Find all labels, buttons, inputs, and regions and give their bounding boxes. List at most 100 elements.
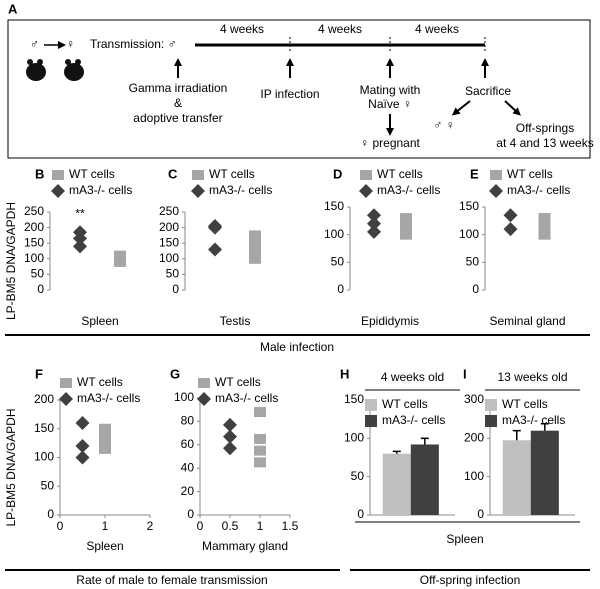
bar [530,430,559,515]
group-label: Off-spring infection [420,573,521,587]
legend-label: mA3-/- cells [77,391,140,405]
chart-title: 4 weeks old [381,370,444,384]
y-tick-label: 100 [159,251,179,265]
legend-swatch [359,184,373,198]
y-tick-label: 300 [464,392,484,406]
data-point [208,219,222,234]
legend-swatch [360,170,372,180]
arrow [504,100,521,116]
legend-swatch [51,184,65,198]
x-tick-label: 0 [57,519,64,533]
legend-swatch [52,170,64,180]
legend-label: WT cells [382,397,428,411]
group-label: Male infection [260,340,334,354]
data-point [99,438,111,449]
data-point [400,218,412,229]
panel-letter: A [8,1,18,16]
y-tick-label: 50 [351,469,365,483]
y-axis-label: LP-BM5 DNA/GAPDH [4,202,18,320]
x-axis-label: Mammary gland [202,539,288,553]
data-point [367,216,381,231]
legend-swatch [365,415,377,427]
y-tick-label: 0 [472,282,479,296]
period-label: 4 weeks [415,22,459,36]
x-axis-label: Seminal gland [489,314,565,328]
panel-letter: E [470,166,479,181]
legend-label: WT cells [215,375,261,389]
legend-swatch [490,170,502,180]
x-axis-label: Epididymis [361,314,419,328]
step-label: Naïve ♀ [368,97,412,111]
y-tick-label: 50 [31,267,45,281]
step-label: Mating with [360,83,421,97]
step-label: & [174,96,182,110]
data-point [503,208,518,223]
y-tick-label: 0 [47,507,54,521]
annotation: ** [75,206,85,220]
y-tick-label: 200 [464,431,484,445]
legend-label: mA3-/- cells [382,413,445,427]
data-point [254,433,266,444]
y-tick-label: 100 [34,450,54,464]
step-label: ♂ ♀ [433,118,454,132]
data-point [249,246,261,256]
data-point [223,417,237,432]
data-point [73,239,87,254]
y-axis-label: LP-BM5 DNA/GAPDH [4,408,18,526]
step-label: Gamma irradiation [129,81,228,95]
data-point [99,423,111,434]
legend-swatch [198,378,210,388]
legend-swatch [191,184,205,198]
legend-label: WT cells [377,167,423,181]
legend-swatch [197,392,211,406]
y-tick-label: 200 [24,220,44,234]
y-tick-label: 200 [34,392,54,406]
y-tick-label: 100 [24,251,44,265]
y-tick-label: 80 [181,414,195,428]
legend-label: WT cells [77,375,123,389]
y-tick-label: 100 [344,431,364,445]
legend-label: WT cells [507,167,553,181]
period-label: 4 weeks [220,22,264,36]
data-point [208,242,222,257]
step-label: adoptive transfer [133,111,222,125]
panel-letter: B [35,166,44,181]
y-tick-label: 100 [174,390,194,404]
arrow [451,100,471,116]
step-label: IP infection [260,87,319,101]
data-point [249,238,261,249]
step-label: at 4 and 13 weeks [496,136,593,150]
y-tick-label: 0 [337,282,344,296]
y-tick-label: 100 [459,227,479,241]
legend-label: mA3-/- cells [215,391,278,405]
period-label: 4 weeks [318,22,362,36]
data-point [367,208,381,223]
chart-title: 13 weeks old [497,370,567,384]
y-tick-label: 50 [41,478,55,492]
y-tick-label: 100 [464,469,484,483]
bar [382,453,411,515]
panel-letter: G [170,366,180,381]
x-tick-label: 1 [257,519,264,533]
group-label: Spleen [446,532,483,546]
data-point [75,416,90,430]
legend-label: mA3-/- cells [377,183,440,197]
data-point [249,253,261,264]
panel-a: A ♂ ♀ Transmission: ♂ 4 weeks 4 weeks 4 … [7,1,594,159]
legend-label: mA3-/- cells [69,183,132,197]
data-point [75,439,90,453]
x-tick-label: 1.5 [282,519,299,533]
data-point [249,230,261,241]
y-tick-label: 150 [159,235,179,249]
panel-box [7,19,591,159]
y-tick-label: 0 [37,282,44,296]
y-tick-label: 250 [24,204,44,218]
data-point [367,224,381,239]
y-tick-label: 60 [181,437,195,451]
data-point [114,250,126,261]
data-point [538,221,551,232]
x-axis-label: Testis [220,314,251,328]
x-tick-label: 0 [197,519,204,533]
panel-letter: H [340,366,349,381]
